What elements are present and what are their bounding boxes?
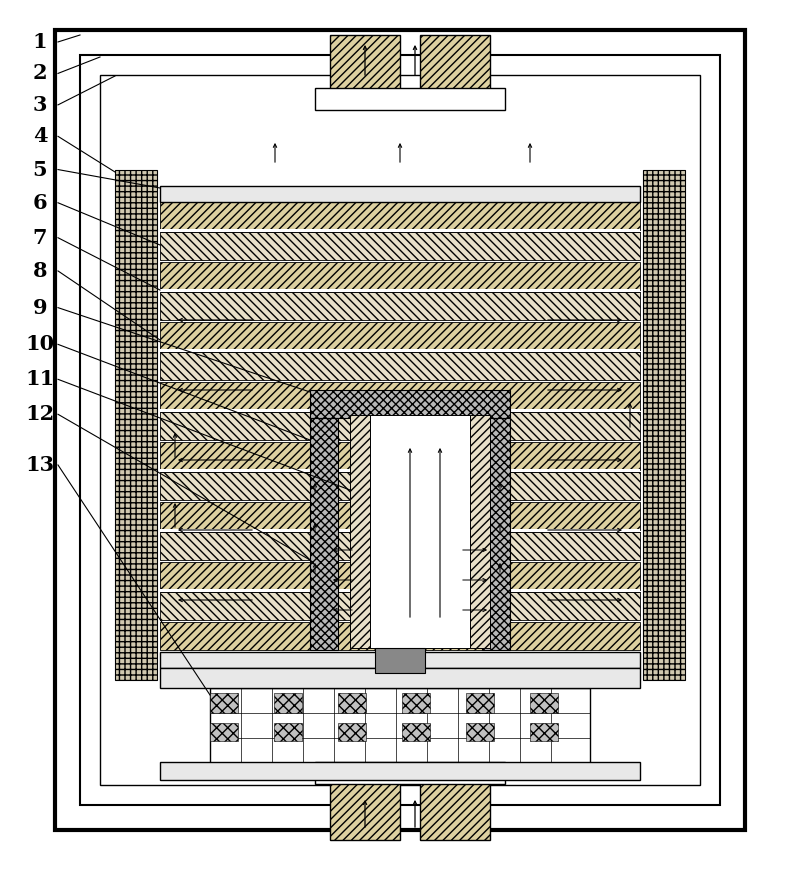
Bar bbox=[160, 529, 640, 532]
Text: 7: 7 bbox=[33, 228, 47, 247]
Bar bbox=[350, 415, 370, 648]
Bar bbox=[315, 88, 505, 110]
Bar bbox=[160, 562, 640, 590]
Bar bbox=[466, 693, 494, 713]
Bar bbox=[402, 723, 430, 741]
Bar bbox=[160, 232, 640, 260]
Bar bbox=[160, 289, 640, 292]
Bar bbox=[100, 75, 700, 785]
Text: 13: 13 bbox=[26, 455, 54, 475]
Bar bbox=[160, 352, 640, 380]
Bar bbox=[338, 723, 366, 741]
Text: 5: 5 bbox=[33, 160, 47, 179]
Bar bbox=[330, 782, 400, 840]
Bar bbox=[310, 390, 510, 418]
Text: 6: 6 bbox=[33, 193, 47, 212]
Bar bbox=[420, 35, 490, 90]
Bar bbox=[375, 648, 425, 673]
Text: 4: 4 bbox=[33, 127, 47, 146]
Bar bbox=[160, 409, 640, 412]
Bar bbox=[482, 418, 510, 650]
Bar bbox=[55, 30, 745, 830]
Bar bbox=[160, 532, 640, 560]
Bar bbox=[160, 382, 640, 410]
Bar bbox=[402, 693, 430, 713]
Bar bbox=[470, 415, 490, 648]
Bar bbox=[160, 472, 640, 500]
Bar bbox=[310, 418, 338, 650]
Bar bbox=[160, 292, 640, 320]
Bar bbox=[330, 35, 400, 90]
Bar bbox=[115, 170, 157, 680]
Bar bbox=[643, 170, 685, 680]
Text: 3: 3 bbox=[33, 95, 47, 114]
Bar bbox=[160, 592, 640, 620]
Bar bbox=[160, 262, 640, 290]
Text: 10: 10 bbox=[26, 335, 54, 354]
Bar bbox=[160, 668, 640, 688]
Text: 12: 12 bbox=[26, 405, 54, 424]
Text: 2: 2 bbox=[33, 64, 47, 83]
Bar bbox=[210, 723, 238, 741]
Bar bbox=[338, 693, 366, 713]
Bar bbox=[160, 322, 640, 350]
Bar bbox=[160, 469, 640, 472]
Bar bbox=[370, 415, 470, 648]
Bar bbox=[160, 652, 640, 668]
Text: 8: 8 bbox=[33, 261, 47, 281]
Bar bbox=[160, 229, 640, 232]
Bar bbox=[274, 693, 302, 713]
Bar bbox=[160, 589, 640, 592]
Bar bbox=[160, 502, 640, 530]
Bar bbox=[80, 55, 720, 805]
Bar bbox=[160, 762, 640, 780]
Bar bbox=[160, 442, 640, 470]
Bar bbox=[530, 723, 558, 741]
Bar bbox=[420, 782, 490, 840]
Bar bbox=[160, 349, 640, 352]
Text: 11: 11 bbox=[26, 370, 54, 389]
Bar bbox=[210, 688, 590, 763]
Bar bbox=[315, 762, 505, 784]
Text: 1: 1 bbox=[33, 32, 47, 52]
Bar bbox=[160, 412, 640, 440]
Bar bbox=[530, 693, 558, 713]
Bar bbox=[210, 693, 238, 713]
Bar bbox=[160, 186, 640, 202]
Bar bbox=[274, 723, 302, 741]
Bar bbox=[160, 202, 640, 230]
Text: 9: 9 bbox=[33, 298, 47, 317]
Bar bbox=[466, 723, 494, 741]
Bar bbox=[160, 622, 640, 650]
